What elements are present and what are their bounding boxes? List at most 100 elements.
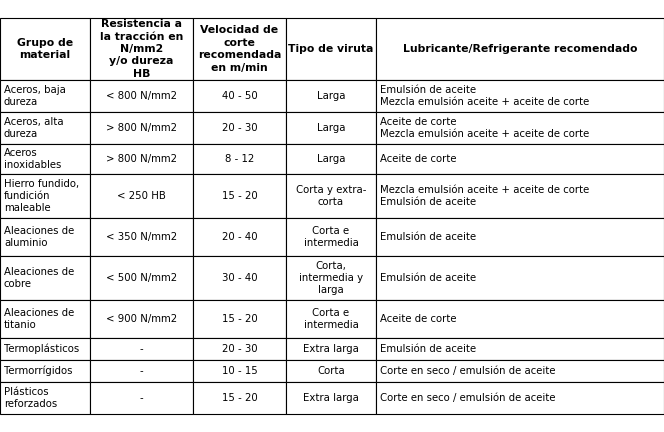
Bar (286, 80, 376, 112)
Bar (286, 144, 376, 174)
Text: -: - (139, 344, 143, 354)
Bar (90, 256, 193, 300)
Bar (376, 360, 664, 382)
Bar (193, 382, 286, 414)
Bar (90, 300, 193, 338)
Text: < 250 HB: < 250 HB (117, 191, 166, 201)
Bar (193, 144, 286, 174)
Bar (286, 218, 376, 256)
Text: Termorrígidos: Termorrígidos (4, 366, 72, 376)
Bar (376, 338, 664, 360)
Text: Aceite de corte: Aceite de corte (380, 314, 457, 324)
Text: Corte en seco / emulsión de aceite: Corte en seco / emulsión de aceite (380, 393, 556, 403)
Bar (90, 112, 193, 144)
Bar (90, 80, 193, 112)
Bar (0, 174, 90, 218)
Text: 15 - 20: 15 - 20 (222, 191, 258, 201)
Text: Aceite de corte: Aceite de corte (380, 154, 457, 164)
Text: 20 - 40: 20 - 40 (222, 232, 258, 242)
Text: Corte en seco / emulsión de aceite: Corte en seco / emulsión de aceite (380, 366, 556, 376)
Bar (286, 338, 376, 360)
Text: 8 - 12: 8 - 12 (225, 154, 254, 164)
Text: Extra larga: Extra larga (303, 393, 359, 403)
Bar (193, 256, 286, 300)
Bar (193, 300, 286, 338)
Text: 30 - 40: 30 - 40 (222, 273, 258, 283)
Bar (286, 112, 376, 144)
Bar (0, 112, 90, 144)
Text: Corta y extra-
corta: Corta y extra- corta (296, 185, 366, 207)
Text: Lubricante/Refrigerante recomendado: Lubricante/Refrigerante recomendado (403, 44, 637, 54)
Text: Resistencia a
la tracción en
N/mm2
y/o dureza
HB: Resistencia a la tracción en N/mm2 y/o d… (100, 19, 183, 79)
Text: 15 - 20: 15 - 20 (222, 314, 258, 324)
Bar (193, 18, 286, 80)
Bar (193, 360, 286, 382)
Bar (0, 300, 90, 338)
Text: Corta: Corta (317, 366, 345, 376)
Text: Emulsión de aceite: Emulsión de aceite (380, 344, 476, 354)
Text: Aleaciones de
aluminio: Aleaciones de aluminio (4, 226, 74, 248)
Bar (0, 338, 90, 360)
Text: 10 - 15: 10 - 15 (222, 366, 258, 376)
Text: Velocidad de
corte
recomendada
en m/min: Velocidad de corte recomendada en m/min (198, 25, 281, 73)
Bar (193, 338, 286, 360)
Text: Termoplásticos: Termoplásticos (4, 344, 79, 354)
Bar (376, 300, 664, 338)
Text: Aleaciones de
cobre: Aleaciones de cobre (4, 267, 74, 289)
Bar (286, 300, 376, 338)
Bar (376, 174, 664, 218)
Text: Larga: Larga (317, 91, 345, 101)
Text: Hierro fundido,
fundición
maleable: Hierro fundido, fundición maleable (4, 178, 79, 213)
Text: Aceros, baja
dureza: Aceros, baja dureza (4, 85, 66, 107)
Text: Extra larga: Extra larga (303, 344, 359, 354)
Text: Grupo de
material: Grupo de material (17, 38, 73, 60)
Text: Corta e
intermedia: Corta e intermedia (303, 226, 359, 248)
Text: 20 - 30: 20 - 30 (222, 123, 258, 133)
Text: Corta e
intermedia: Corta e intermedia (303, 308, 359, 330)
Bar (0, 18, 90, 80)
Bar (90, 18, 193, 80)
Bar (193, 174, 286, 218)
Bar (376, 112, 664, 144)
Bar (0, 256, 90, 300)
Bar (286, 360, 376, 382)
Bar (0, 218, 90, 256)
Bar (0, 360, 90, 382)
Bar (193, 112, 286, 144)
Text: Aceros, alta
dureza: Aceros, alta dureza (4, 117, 64, 139)
Bar (376, 218, 664, 256)
Bar (90, 174, 193, 218)
Bar (0, 144, 90, 174)
Text: Mezcla emulsión aceite + aceite de corte
Emulsión de aceite: Mezcla emulsión aceite + aceite de corte… (380, 185, 589, 207)
Text: Emulsión de aceite: Emulsión de aceite (380, 232, 476, 242)
Bar (376, 80, 664, 112)
Text: Aleaciones de
titanio: Aleaciones de titanio (4, 308, 74, 330)
Bar (0, 80, 90, 112)
Bar (376, 144, 664, 174)
Text: Emulsión de aceite
Mezcla emulsión aceite + aceite de corte: Emulsión de aceite Mezcla emulsión aceit… (380, 85, 589, 107)
Text: Aceite de corte
Mezcla emulsión aceite + aceite de corte: Aceite de corte Mezcla emulsión aceite +… (380, 117, 589, 139)
Text: 15 - 20: 15 - 20 (222, 393, 258, 403)
Text: < 500 N/mm2: < 500 N/mm2 (106, 273, 177, 283)
Bar (0, 382, 90, 414)
Text: Emulsión de aceite: Emulsión de aceite (380, 273, 476, 283)
Text: 20 - 30: 20 - 30 (222, 344, 258, 354)
Text: Corta,
intermedia y
larga: Corta, intermedia y larga (299, 260, 363, 295)
Bar (376, 256, 664, 300)
Bar (286, 256, 376, 300)
Text: -: - (139, 393, 143, 403)
Text: < 350 N/mm2: < 350 N/mm2 (106, 232, 177, 242)
Bar (286, 382, 376, 414)
Bar (286, 174, 376, 218)
Bar (286, 18, 376, 80)
Bar (376, 382, 664, 414)
Text: -: - (139, 366, 143, 376)
Text: Larga: Larga (317, 154, 345, 164)
Text: Tipo de viruta: Tipo de viruta (288, 44, 374, 54)
Text: 40 - 50: 40 - 50 (222, 91, 258, 101)
Bar (90, 360, 193, 382)
Bar (90, 338, 193, 360)
Bar (193, 80, 286, 112)
Text: < 800 N/mm2: < 800 N/mm2 (106, 91, 177, 101)
Text: Plásticos
reforzados: Plásticos reforzados (4, 387, 57, 409)
